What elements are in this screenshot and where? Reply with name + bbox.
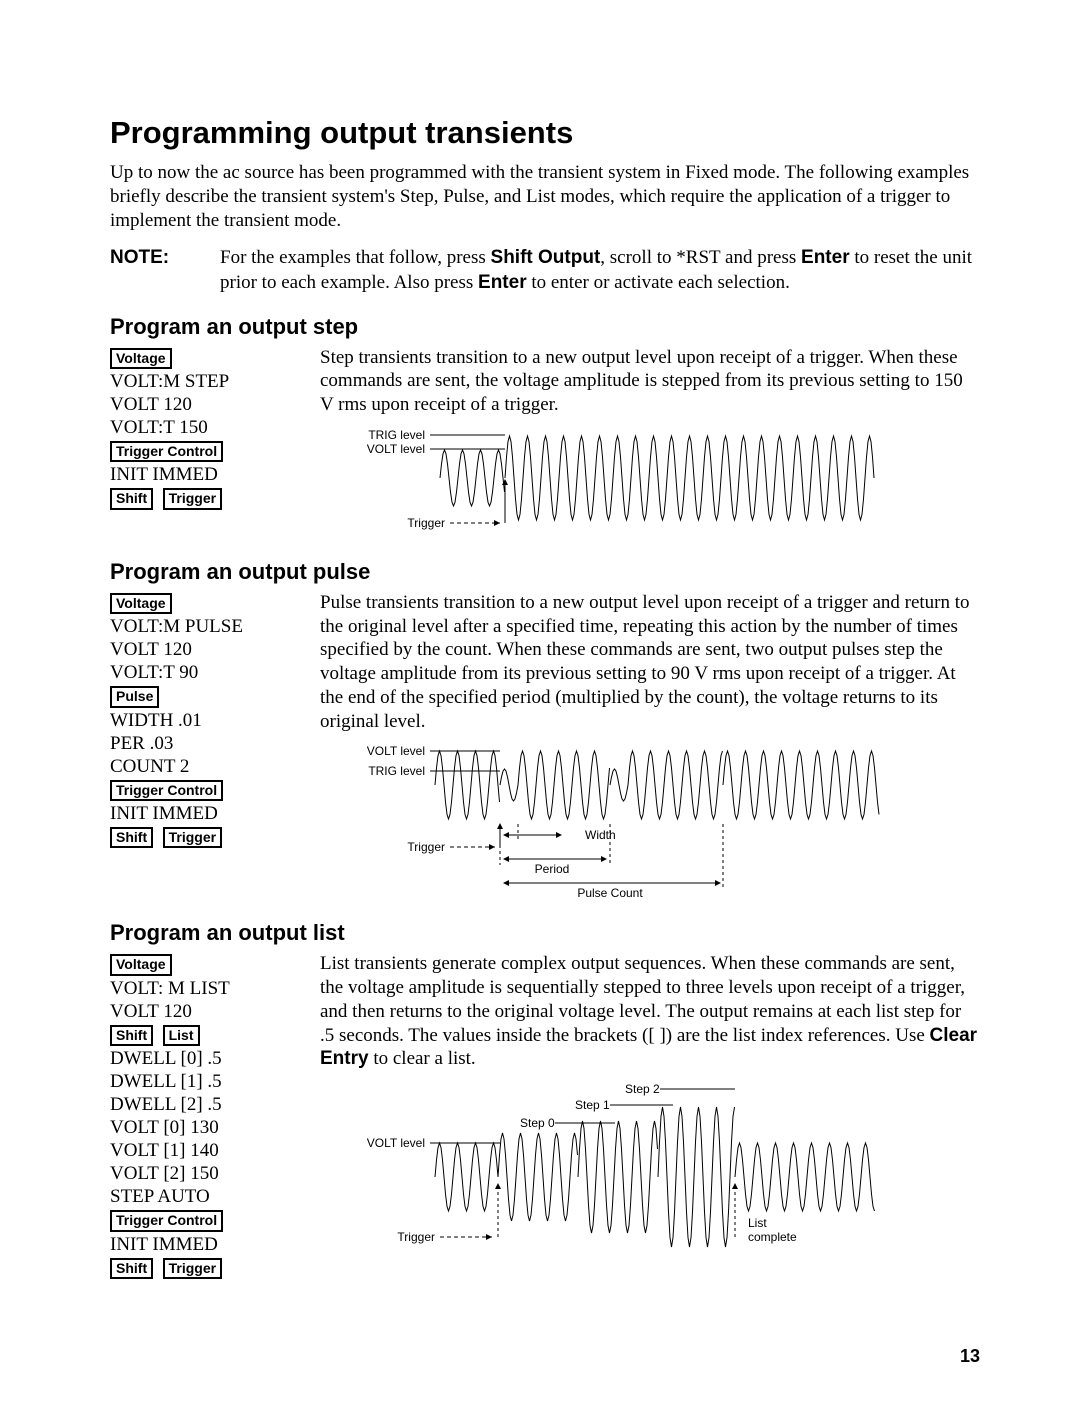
cmd-line: VOLT:M STEP (110, 371, 320, 393)
volt-level-label: VOLT level (367, 744, 425, 758)
trigger-key: Trigger (163, 827, 222, 848)
pulse-key: Pulse (110, 686, 159, 707)
volt-level-label: VOLT level (367, 1136, 425, 1150)
pulse-count-label: Pulse Count (577, 886, 643, 899)
volt-level-label: VOLT level (367, 442, 425, 456)
step-command-column: Voltage VOLT:M STEP VOLT 120 VOLT:T 150 … (110, 346, 320, 512)
trigger-label: Trigger (407, 840, 445, 854)
cmd-line: VOLT:T 150 (110, 417, 320, 439)
list-text: to clear a list. (369, 1048, 476, 1069)
trigger-control-key: Trigger Control (110, 441, 223, 462)
period-label: Period (535, 862, 570, 876)
cmd-line: INIT IMMED (110, 464, 320, 486)
note-block: NOTE: For the examples that follow, pres… (110, 246, 980, 295)
cmd-line: VOLT: M LIST (110, 978, 320, 1000)
trigger-control-key: Trigger Control (110, 1210, 223, 1231)
cmd-line: DWELL [0] .5 (110, 1048, 320, 1070)
pulse-waveform-diagram: VOLT level TRIG level Trigger (320, 739, 980, 904)
trigger-control-key: Trigger Control (110, 780, 223, 801)
cmd-line: DWELL [2] .5 (110, 1094, 320, 1116)
note-bold: Shift Output (491, 247, 601, 268)
cmd-line: COUNT 2 (110, 756, 320, 778)
cmd-line: VOLT [1] 140 (110, 1140, 320, 1162)
note-text: , scroll to *RST and press (600, 247, 801, 268)
voltage-key: Voltage (110, 348, 172, 369)
page-number: 13 (110, 1346, 980, 1367)
note-bold: Enter (478, 272, 527, 293)
shift-key: Shift (110, 488, 153, 509)
cmd-line: VOLT [2] 150 (110, 1163, 320, 1185)
cmd-line: VOLT:T 90 (110, 662, 320, 684)
pulse-description: Pulse transients transition to a new out… (320, 591, 980, 734)
trigger-key: Trigger (163, 1258, 222, 1279)
cmd-line: INIT IMMED (110, 803, 320, 825)
step-description: Step transients transition to a new outp… (320, 346, 980, 417)
trigger-key: Trigger (163, 488, 222, 509)
section-heading-pulse: Program an output pulse (110, 559, 980, 585)
step2-label: Step 2 (625, 1082, 660, 1096)
list-command-column: Voltage VOLT: M LIST VOLT 120 Shift List… (110, 952, 320, 1281)
cmd-line: VOLT 120 (110, 1001, 320, 1023)
cmd-line: PER .03 (110, 733, 320, 755)
cmd-line: VOLT [0] 130 (110, 1117, 320, 1139)
note-bold: Enter (801, 247, 850, 268)
note-text: For the examples that follow, press (220, 247, 491, 268)
list-waveform-diagram: VOLT level Step 0 Step 1 Step 2 Trigger (320, 1077, 980, 1262)
cmd-line: VOLT 120 (110, 394, 320, 416)
list-text: List transients generate complex output … (320, 953, 965, 1045)
list-description: List transients generate complex output … (320, 952, 980, 1071)
intro-paragraph: Up to now the ac source has been program… (110, 161, 980, 232)
cmd-line: DWELL [1] .5 (110, 1071, 320, 1093)
note-label: NOTE: (110, 246, 220, 271)
trigger-label: Trigger (407, 516, 445, 530)
note-body: For the examples that follow, press Shif… (220, 246, 980, 295)
list-complete-label: List (748, 1216, 767, 1230)
cmd-line: VOLT:M PULSE (110, 616, 320, 638)
cmd-line: VOLT 120 (110, 639, 320, 661)
trig-level-label: TRIG level (368, 428, 425, 442)
cmd-line: INIT IMMED (110, 1234, 320, 1256)
trig-level-label: TRIG level (368, 764, 425, 778)
width-label: Width (585, 828, 616, 842)
voltage-key: Voltage (110, 954, 172, 975)
shift-key: Shift (110, 1258, 153, 1279)
step1-label: Step 1 (575, 1098, 610, 1112)
cmd-line: STEP AUTO (110, 1186, 320, 1208)
page-title: Programming output transients (110, 115, 980, 151)
step-waveform-diagram: TRIG level VOLT level Trigger (320, 423, 980, 543)
trigger-label: Trigger (397, 1230, 435, 1244)
pulse-command-column: Voltage VOLT:M PULSE VOLT 120 VOLT:T 90 … (110, 591, 320, 851)
shift-key: Shift (110, 1025, 153, 1046)
section-heading-step: Program an output step (110, 314, 980, 340)
list-key: List (163, 1025, 200, 1046)
shift-key: Shift (110, 827, 153, 848)
list-complete-label2: complete (748, 1230, 797, 1244)
note-text: to enter or activate each selection. (527, 272, 790, 293)
voltage-key: Voltage (110, 593, 172, 614)
section-heading-list: Program an output list (110, 920, 980, 946)
step0-label: Step 0 (520, 1116, 555, 1130)
cmd-line: WIDTH .01 (110, 710, 320, 732)
